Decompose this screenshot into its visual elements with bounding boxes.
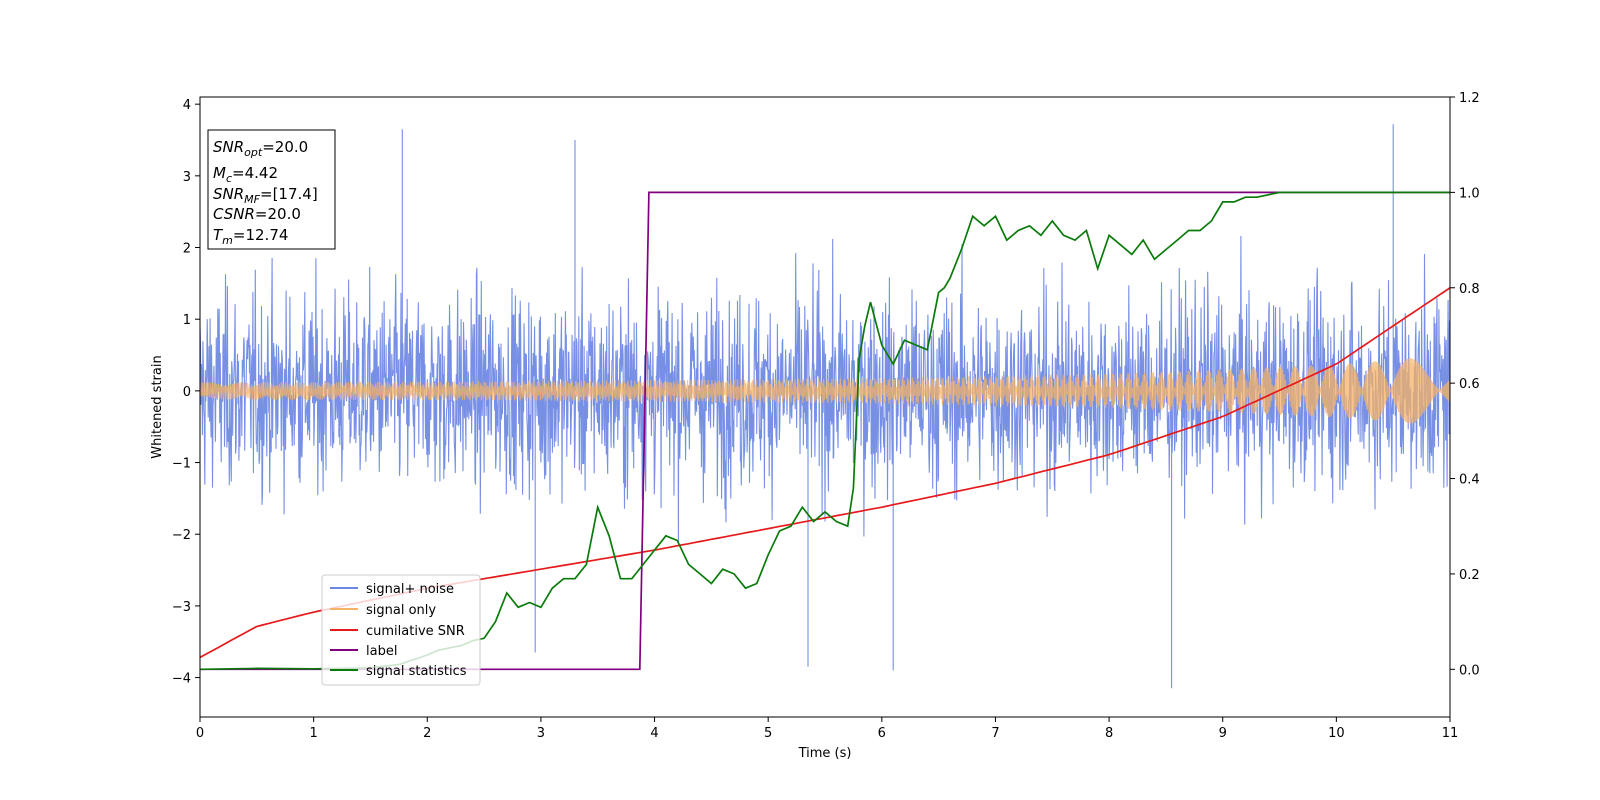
info-chirp-mass: Mc=4.42 — [213, 164, 278, 185]
info-csnr: CSNR=20.0 — [213, 205, 301, 223]
info-box: SNRopt=20.0 Mc=4.42 SNRMF=[17.4] CSNR=20… — [207, 129, 336, 250]
x-tick-label: 11 — [1442, 726, 1459, 741]
y-tick-label: 1 — [183, 313, 191, 328]
x-tick-label: 7 — [991, 726, 999, 741]
legend-label-signal-only: signal only — [366, 603, 436, 618]
info-snr-opt: SNRopt=20.0 — [213, 138, 308, 159]
legend-label-signal-noise: signal+ noise — [366, 582, 454, 597]
info-merger-time: Tm=12.74 — [213, 226, 288, 247]
x-axis-label: Time (s) — [798, 746, 852, 761]
x-tick-label: 1 — [309, 726, 317, 741]
signal-noise-series — [200, 124, 1450, 689]
x-tick-label: 0 — [196, 726, 204, 741]
y-tick-label: −3 — [172, 600, 191, 615]
signal-only-line — [200, 358, 1450, 424]
y2-tick-label: 0.2 — [1459, 568, 1480, 583]
plot-frame — [199, 96, 1451, 718]
x-axis-ticks: 0 1 2 3 4 5 6 7 8 9 10 11 — [196, 717, 1458, 741]
legend-frame — [321, 574, 481, 686]
y-tick-label: 2 — [183, 242, 191, 257]
x-tick-label: 6 — [878, 726, 886, 741]
signal-only-series — [200, 358, 1450, 424]
y-tick-label: −1 — [172, 457, 191, 472]
y-tick-label: −4 — [172, 672, 191, 687]
y2-tick-label: 1.2 — [1459, 91, 1480, 106]
legend-label-signal-statistics: signal statistics — [366, 664, 467, 679]
y-tick-label: −2 — [172, 528, 191, 543]
y2-tick-label: 0.6 — [1459, 377, 1480, 392]
legend: signal+ noise signal only cumilative SNR… — [321, 574, 481, 686]
y2-tick-label: 0.0 — [1459, 663, 1480, 678]
x-tick-label: 2 — [423, 726, 431, 741]
x-tick-label: 8 — [1105, 726, 1113, 741]
y2-tick-label: 1.0 — [1459, 186, 1480, 201]
y-tick-label: 4 — [183, 98, 191, 113]
y-tick-label: 0 — [183, 385, 191, 400]
legend-label-cumulative-snr: cumilative SNR — [366, 624, 465, 639]
x-tick-label: 9 — [1219, 726, 1227, 741]
x-tick-label: 10 — [1328, 726, 1345, 741]
y2-axis-ticks: 0.0 0.2 0.4 0.6 0.8 1.0 1.2 — [1450, 91, 1480, 678]
y-axis-label: Whitened strain — [150, 355, 165, 458]
x-tick-label: 5 — [764, 726, 772, 741]
signal-statistics-line — [200, 191, 1450, 671]
y2-tick-label: 0.8 — [1459, 282, 1480, 297]
y-axis-ticks: −4 −3 −2 −1 0 1 2 3 4 — [172, 98, 200, 687]
x-tick-label: 4 — [650, 726, 658, 741]
legend-label-label: label — [366, 644, 397, 659]
info-snr-mf: SNRMF=[17.4] — [213, 185, 318, 206]
x-tick-label: 3 — [537, 726, 545, 741]
info-box-frame — [207, 129, 336, 250]
y-tick-label: 3 — [183, 170, 191, 185]
signal-noise-line — [200, 124, 1450, 689]
y2-tick-label: 0.4 — [1459, 473, 1480, 488]
